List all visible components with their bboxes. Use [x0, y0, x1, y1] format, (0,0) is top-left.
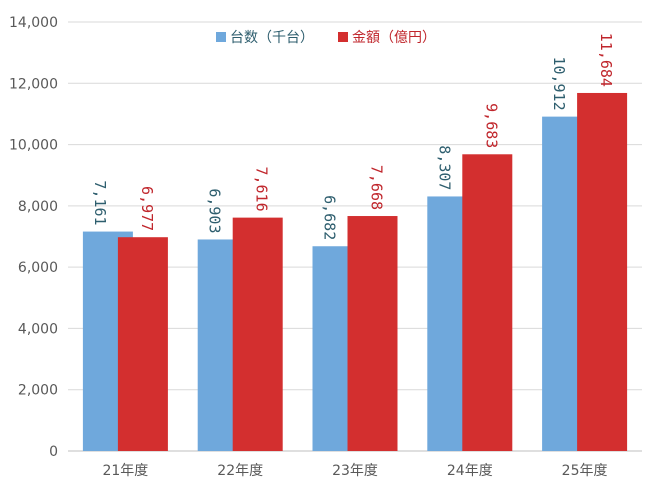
data-label-units: 6,903 — [206, 188, 224, 233]
bar-amount — [577, 92, 628, 451]
data-label-amount: 11,684 — [597, 33, 615, 87]
y-tick-label: 0 — [49, 444, 58, 460]
legend-label-amount: 金額（億円） — [352, 30, 436, 46]
bar-amount — [347, 216, 398, 451]
legend-swatch-amount — [338, 32, 348, 42]
legend: 台数（千台） 金額（億円） — [216, 30, 436, 46]
y-tick-label: 10,000 — [9, 138, 58, 154]
data-label-units: 7,161 — [91, 180, 109, 225]
bar-amount — [462, 154, 513, 451]
data-label-amount: 7,668 — [368, 165, 386, 210]
legend-label-units: 台数（千台） — [230, 30, 314, 46]
data-label-units: 10,912 — [550, 56, 568, 110]
bars — [82, 92, 628, 451]
data-label-units: 8,307 — [435, 145, 453, 190]
x-category-label: 22年度 — [217, 463, 263, 479]
bar-amount — [232, 217, 283, 451]
y-tick-label: 8,000 — [18, 199, 58, 215]
x-category-label: 21年度 — [102, 463, 148, 479]
data-labels: 7,161 6,977 6,903 7,616 6,682 7,668 8,307 9,683… — [91, 33, 615, 240]
data-label-units: 6,682 — [321, 195, 339, 240]
data-label-amount: 9,683 — [482, 103, 500, 148]
y-tick-label: 2,000 — [18, 383, 58, 399]
y-axis-tick-labels: 0 2,000 4,000 6,000 8,000 10,000 12,000 14,000 — [9, 15, 58, 460]
bar-amount — [117, 237, 168, 451]
data-label-amount: 7,616 — [253, 166, 271, 211]
data-label-amount: 6,977 — [138, 186, 156, 231]
x-axis-category-labels: 21年度 22年度 23年度 24年度 25年度 — [102, 463, 607, 479]
y-tick-label: 14,000 — [9, 15, 58, 31]
legend-swatch-units — [216, 32, 226, 42]
x-category-label: 25年度 — [562, 463, 608, 479]
x-category-label: 24年度 — [447, 463, 493, 479]
y-tick-label: 12,000 — [9, 76, 58, 92]
y-tick-label: 4,000 — [18, 321, 58, 337]
y-tick-label: 6,000 — [18, 260, 58, 276]
x-category-label: 23年度 — [332, 463, 378, 479]
